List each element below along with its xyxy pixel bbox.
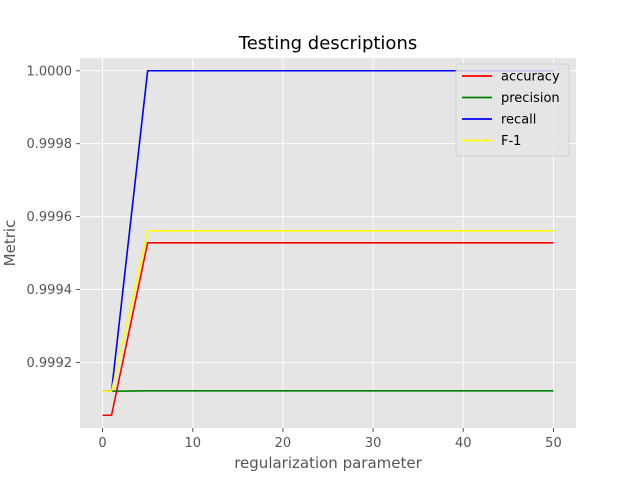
x-tick-label: 20 [275, 436, 292, 451]
series-line-recall [102, 69, 554, 392]
chart-title: Testing descriptions [238, 33, 417, 54]
y-tick-label: 0.9998 [27, 137, 73, 152]
y-tick-label: 0.9992 [27, 356, 73, 371]
legend-label-precision: precision [501, 91, 560, 106]
legend-box [455, 63, 570, 157]
x-axis: 0 10 20 30 40 50 [98, 428, 562, 451]
x-tick-label: 0 [98, 436, 106, 451]
y-axis-label: Metric [1, 220, 19, 267]
legend-label-f-1: F-1 [501, 134, 521, 149]
series-line-accuracy [102, 242, 554, 417]
y-tick-label: 0.9996 [27, 210, 73, 225]
x-tick-label: 30 [365, 436, 382, 451]
x-tick-label: 40 [455, 436, 472, 451]
x-tick-label: 10 [184, 436, 201, 451]
x-tick-label: 50 [545, 436, 562, 451]
x-axis-label: regularization parameter [234, 454, 422, 472]
series-lines [102, 69, 554, 417]
y-axis: 0.9992 0.9994 0.9996 0.9998 1.0000 [27, 64, 80, 371]
legend-label-recall: recall [501, 113, 536, 128]
legend: accuracy precision recall F-1 [455, 63, 570, 157]
y-tick-label: 1.0000 [27, 64, 73, 79]
series-line-f-1 [102, 229, 554, 392]
legend-label-accuracy: accuracy [501, 70, 560, 85]
y-tick-label: 0.9994 [27, 283, 73, 298]
